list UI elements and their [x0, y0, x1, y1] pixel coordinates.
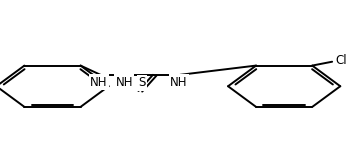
Text: Cl: Cl	[336, 55, 348, 67]
Text: NH: NH	[90, 76, 108, 89]
Text: NH: NH	[170, 76, 188, 89]
Text: S: S	[138, 76, 146, 89]
Text: NH: NH	[115, 76, 133, 89]
